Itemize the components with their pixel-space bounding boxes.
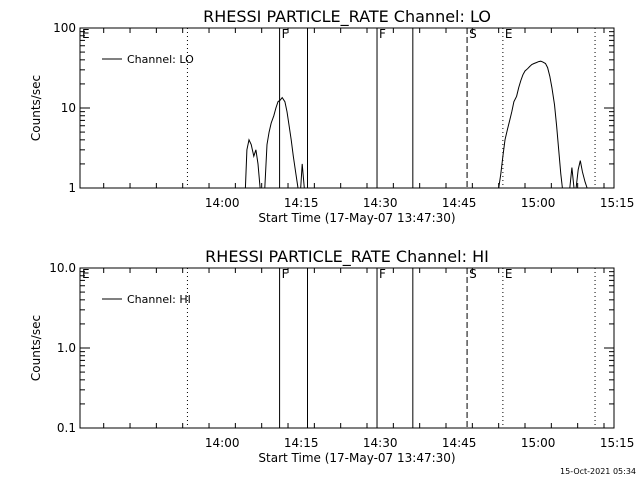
series-line-segment-2	[265, 98, 298, 188]
x-tick-label: 15:15	[600, 436, 635, 450]
x-tick-label: 14:30	[363, 436, 398, 450]
series-line-segment-3	[301, 164, 305, 188]
plot-frame	[80, 28, 614, 188]
y-tick-label: 0.1	[57, 421, 76, 435]
event-marker-label: S	[469, 27, 477, 41]
y-tick-label: 10.0	[49, 261, 76, 275]
x-tick-label: 14:45	[442, 196, 477, 210]
event-marker-label: E	[505, 27, 513, 41]
x-tick-label: 15:00	[521, 436, 556, 450]
series-line-segment-1	[245, 140, 260, 188]
y-axis-label: Counts/sec	[29, 75, 43, 141]
x-tick-label: 14:00	[205, 196, 240, 210]
x-tick-label: 14:00	[205, 436, 240, 450]
x-tick-label: 14:15	[284, 196, 319, 210]
x-tick-label: 14:15	[284, 436, 319, 450]
chart-title: RHESSI PARTICLE_RATE Channel: LO	[203, 7, 491, 27]
series-line-segment-4	[499, 61, 563, 188]
x-tick-label: 14:45	[442, 436, 477, 450]
event-marker-label: S	[469, 267, 477, 281]
event-marker-label: F	[379, 267, 386, 281]
legend-entry: Channel: HI	[127, 293, 191, 306]
event-marker-label: F	[379, 27, 386, 41]
event-marker-label: E	[82, 267, 90, 281]
plot-frame	[80, 268, 614, 428]
x-axis-label: Start Time (17-May-07 13:47:30)	[258, 451, 455, 465]
chart-panel-1: RHESSI PARTICLE_RATE Channel: LO 14:00 14:…	[29, 7, 634, 225]
generated-timestamp: 15-Oct-2021 05:34	[560, 467, 636, 476]
x-axis-label: Start Time (17-May-07 13:47:30)	[258, 211, 455, 225]
event-marker-label: E	[505, 267, 513, 281]
y-tick-label: 1	[68, 181, 76, 195]
x-tick-label: 14:30	[363, 196, 398, 210]
x-tick-label: 15:15	[600, 196, 635, 210]
series-line-segment-5	[570, 168, 574, 188]
chart-panel-2: RHESSI PARTICLE_RATE Channel: HI 14:00 14:…	[29, 247, 634, 465]
y-tick-label: 10	[61, 101, 76, 115]
event-marker-label: F	[282, 267, 289, 281]
event-marker-label: E	[82, 27, 90, 41]
y-tick-label: 100	[53, 21, 76, 35]
event-marker-label: F	[282, 27, 289, 41]
y-tick-label: 1.0	[57, 341, 76, 355]
legend-entry: Channel: LO	[127, 53, 194, 66]
x-tick-label: 15:00	[521, 196, 556, 210]
chart-title: RHESSI PARTICLE_RATE Channel: HI	[205, 247, 489, 267]
y-axis-label: Counts/sec	[29, 315, 43, 381]
